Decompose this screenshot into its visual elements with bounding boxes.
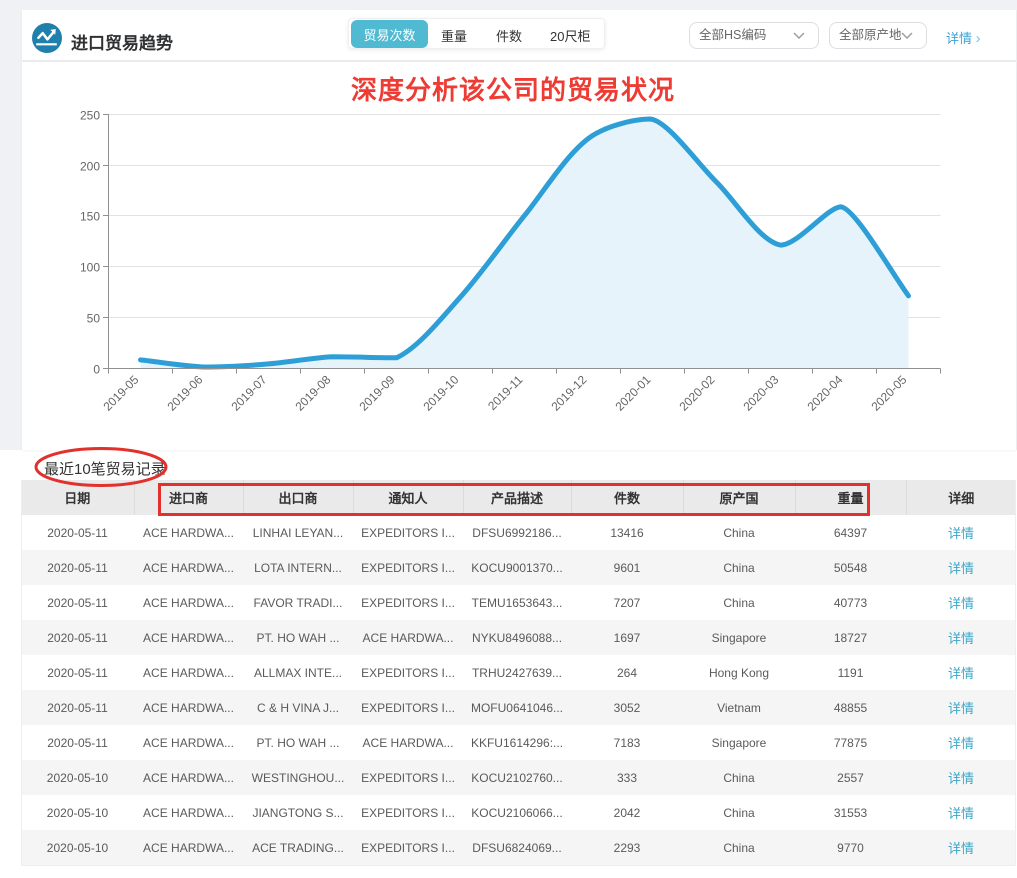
svg-text:2019-09: 2019-09 — [356, 372, 397, 413]
svg-text:50: 50 — [87, 312, 101, 326]
svg-text:2019-11: 2019-11 — [485, 372, 526, 413]
svg-text:2020-01: 2020-01 — [612, 372, 653, 413]
svg-text:100: 100 — [80, 261, 100, 275]
svg-text:0: 0 — [93, 363, 100, 377]
svg-text:2019-06: 2019-06 — [164, 372, 205, 413]
svg-text:2020-05: 2020-05 — [868, 372, 909, 413]
svg-text:2019-10: 2019-10 — [420, 372, 461, 413]
svg-text:2019-05: 2019-05 — [100, 372, 141, 413]
svg-text:2020-03: 2020-03 — [740, 372, 781, 413]
svg-text:2020-04: 2020-04 — [804, 372, 845, 413]
svg-text:2020-02: 2020-02 — [676, 372, 717, 413]
svg-text:150: 150 — [80, 210, 100, 224]
svg-text:2019-08: 2019-08 — [292, 372, 333, 413]
svg-text:2019-07: 2019-07 — [228, 372, 269, 413]
svg-text:200: 200 — [80, 160, 100, 174]
svg-text:250: 250 — [80, 109, 100, 123]
svg-text:2019-12: 2019-12 — [548, 372, 589, 413]
